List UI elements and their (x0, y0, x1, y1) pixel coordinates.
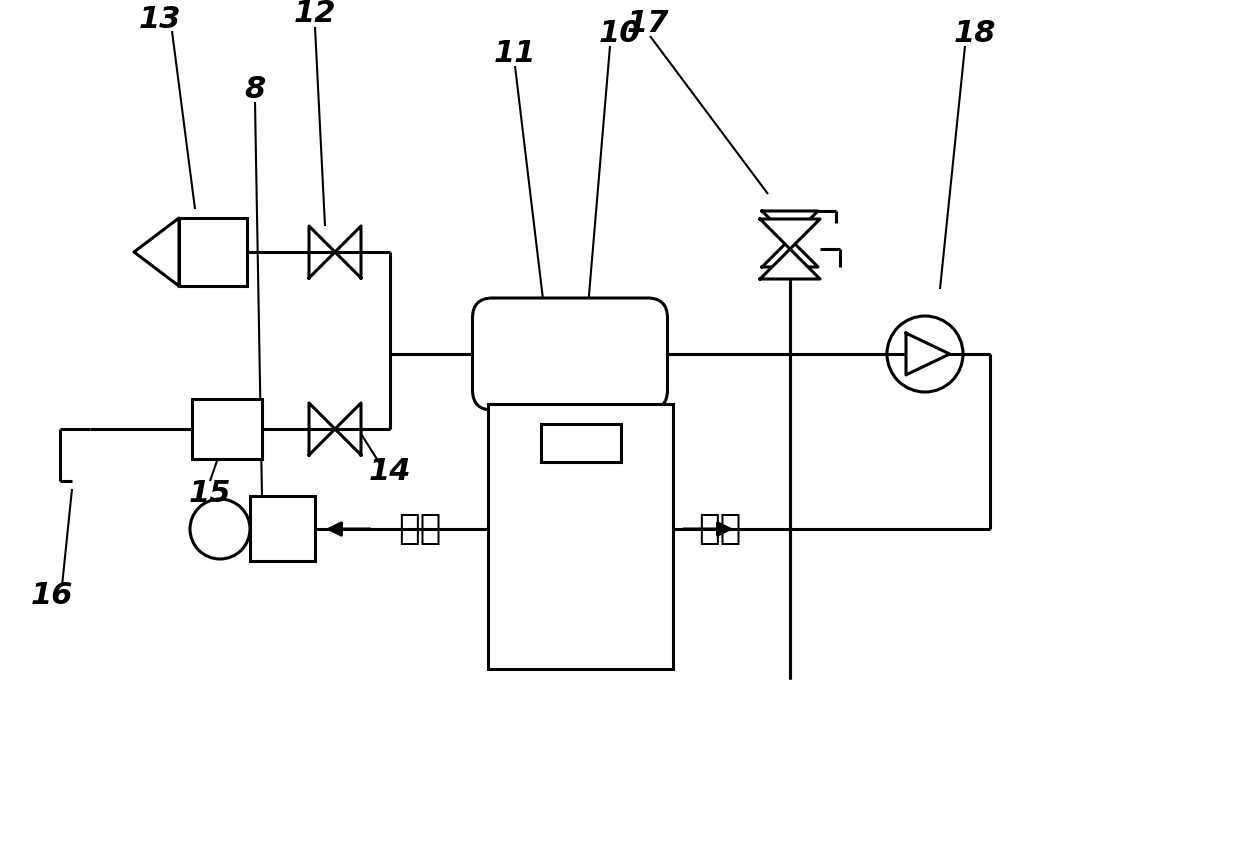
Text: 17: 17 (626, 9, 670, 39)
Bar (192, 399, 262, 459)
Polygon shape (335, 226, 361, 278)
Text: 10: 10 (599, 19, 641, 48)
FancyBboxPatch shape (472, 298, 667, 410)
Bar (541, 424, 620, 462)
Text: 11: 11 (494, 40, 536, 68)
Polygon shape (309, 226, 335, 278)
Text: 8: 8 (244, 74, 265, 104)
Polygon shape (309, 403, 335, 455)
Polygon shape (763, 211, 818, 239)
Bar (489, 404, 673, 669)
Text: 14: 14 (368, 457, 412, 486)
Text: 13: 13 (139, 4, 181, 34)
Text: 16: 16 (31, 582, 73, 610)
Text: 18: 18 (954, 19, 996, 48)
Bar (250, 496, 315, 561)
Polygon shape (760, 219, 820, 249)
Polygon shape (763, 239, 818, 267)
Bar (179, 218, 247, 286)
Polygon shape (760, 249, 820, 279)
Text: 氧气: 氧气 (398, 512, 441, 546)
Polygon shape (906, 333, 950, 375)
Polygon shape (335, 403, 361, 455)
Text: 15: 15 (188, 479, 231, 508)
Text: 氮气: 氮气 (698, 512, 742, 546)
Polygon shape (134, 218, 179, 286)
Text: 12: 12 (294, 0, 336, 29)
